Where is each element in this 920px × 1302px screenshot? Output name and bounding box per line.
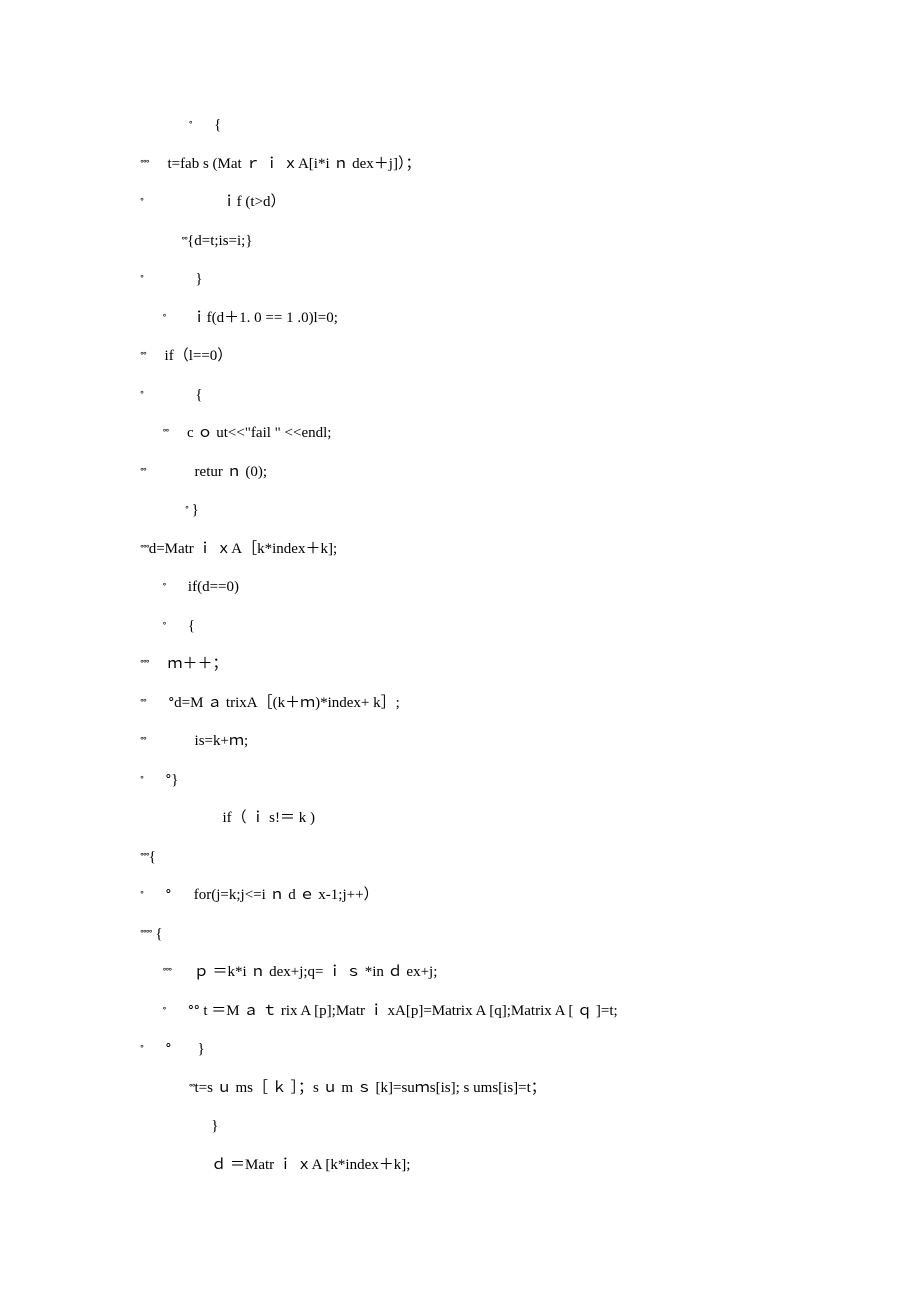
- line-marker: ᐤᐤᐤ: [140, 158, 149, 169]
- indent: [140, 425, 163, 441]
- code-text: ｍ＋＋；: [149, 656, 228, 672]
- code-text: {: [192, 117, 222, 133]
- code-line: ᐤ ᐤ }: [140, 1039, 780, 1060]
- code-text: ᐤ for(j=k;j<=i ｎ d ｅ x-1;j++）: [143, 887, 379, 903]
- code-text: d=Matr ｉ ｘA［k*index＋k];: [149, 541, 337, 557]
- code-line: ｄ ＝Matr ｉ ｘA [k*index＋k];: [140, 1155, 780, 1176]
- code-line: ᐤ }: [140, 269, 780, 290]
- line-marker: ᐤᐤᐤ: [140, 851, 149, 862]
- code-line: ᐤ if(d==0): [140, 577, 780, 598]
- code-text: if（l==0）: [146, 348, 233, 364]
- code-line: if（ ｉ s!＝ k ): [140, 808, 780, 829]
- code-line: ᐤᐤ if（l==0）: [140, 346, 780, 367]
- code-text: }: [143, 271, 203, 287]
- code-text: t=fab s (Mat ｒ ｉ ｘA[i*i ｎ dex＋j]）；: [149, 156, 421, 172]
- code-line: ᐤᐤᐤ ｍ＋＋；: [140, 654, 780, 675]
- code-text: ｄ ＝Matr ｉ ｘA [k*index＋k];: [211, 1157, 410, 1173]
- code-line: ᐤᐤ retur ｎ (0);: [140, 462, 780, 483]
- code-line: ᐤᐤᐤ t=fab s (Mat ｒ ｉ ｘA[i*i ｎ dex＋j]）；: [140, 154, 780, 175]
- code-text: }: [188, 502, 199, 518]
- code-line: ᐤᐤ{d=t;is=i;}: [140, 231, 780, 252]
- code-line: ᐤ ｉf (t>d）: [140, 192, 780, 213]
- code-text: if(d==0): [165, 579, 239, 595]
- code-line: ᐤᐤᐤᐤ {: [140, 924, 780, 945]
- code-line: ᐤ {: [140, 385, 780, 406]
- indent: [140, 310, 163, 326]
- code-text: ᐤd=M ａ trixA［(k＋ｍ)*index+ k］;: [146, 695, 400, 711]
- code-text: ｉf (t>d）: [143, 194, 286, 210]
- code-line: ᐤ ᐤ for(j=k;j<=i ｎ d ｅ x-1;j++）: [140, 885, 780, 906]
- indent: [140, 1080, 189, 1096]
- code-text: ｉf(d＋1. 0 == 1 .0)l=0;: [165, 310, 337, 326]
- indent: [140, 810, 223, 826]
- line-marker: ᐤᐤᐤ: [140, 659, 149, 670]
- indent: [140, 233, 181, 249]
- code-text: ᐤ}: [143, 772, 179, 788]
- code-line: ᐤᐤᐤ{: [140, 847, 780, 868]
- indent: [140, 964, 163, 980]
- indent: [140, 618, 163, 634]
- code-line: ᐤ ᐤ}: [140, 770, 780, 791]
- indent: [140, 117, 189, 133]
- code-text: {: [152, 926, 163, 942]
- code-text: {: [149, 849, 156, 865]
- code-line: }: [140, 1116, 780, 1137]
- code-text: }: [211, 1118, 218, 1134]
- code-text: is=k+ｍ;: [146, 733, 248, 749]
- code-text: {d=t;is=i;}: [187, 233, 253, 249]
- line-marker: ᐤᐤᐤᐤ: [140, 928, 152, 939]
- code-text: ｐ ＝k*i ｎ dex+j;q= ｉ ｓ *in ｄ ex+j;: [171, 964, 437, 980]
- code-text: retur ｎ (0);: [146, 464, 267, 480]
- line-marker: ᐤᐤᐤ: [140, 543, 149, 554]
- code-line: ᐤᐤ is=k+ｍ;: [140, 731, 780, 752]
- indent: [140, 579, 163, 595]
- code-line: ᐤᐤ ᐤd=M ａ trixA［(k＋ｍ)*index+ k］;: [140, 693, 780, 714]
- indent: [140, 1118, 211, 1134]
- code-line: ᐤ ｉf(d＋1. 0 == 1 .0)l=0;: [140, 308, 780, 329]
- code-text: ᐤ }: [143, 1041, 205, 1057]
- code-text: {: [143, 387, 203, 403]
- code-line: ᐤ }: [140, 500, 780, 521]
- code-text: {: [165, 618, 195, 634]
- code-line: ᐤ {: [140, 115, 780, 136]
- indent: [140, 502, 185, 518]
- code-text: c ｏ ut<<"fail " <<endl;: [168, 425, 331, 441]
- code-line: ᐤᐤt=s ｕ ms［ ｋ ］；s ｕ m ｓ [k]=suｍs[is]; s …: [140, 1078, 780, 1099]
- code-text: t=s ｕ ms［ ｋ ］；s ｕ m ｓ [k]=suｍs[is]; s um…: [195, 1080, 546, 1096]
- code-line: ᐤᐤᐤd=Matr ｉ ｘA［k*index＋k];: [140, 539, 780, 560]
- code-text: ᐤᐤ t ＝M ａ ｔ rix A [p];Matr ｉ xA[p]=Matri…: [165, 1003, 617, 1019]
- indent: [140, 1157, 211, 1173]
- code-line: ᐤ {: [140, 616, 780, 637]
- code-line: ᐤ ᐤᐤ t ＝M ａ ｔ rix A [p];Matr ｉ xA[p]=Mat…: [140, 1001, 780, 1022]
- code-line: ᐤᐤ c ｏ ut<<"fail " <<endl;: [140, 423, 780, 444]
- indent: [140, 1003, 163, 1019]
- code-text: if（ ｉ s!＝ k ): [223, 810, 316, 826]
- code-line: ᐤᐤᐤ ｐ ＝k*i ｎ dex+j;q= ｉ ｓ *in ｄ ex+j;: [140, 962, 780, 983]
- line-marker: ᐤᐤᐤ: [163, 967, 172, 978]
